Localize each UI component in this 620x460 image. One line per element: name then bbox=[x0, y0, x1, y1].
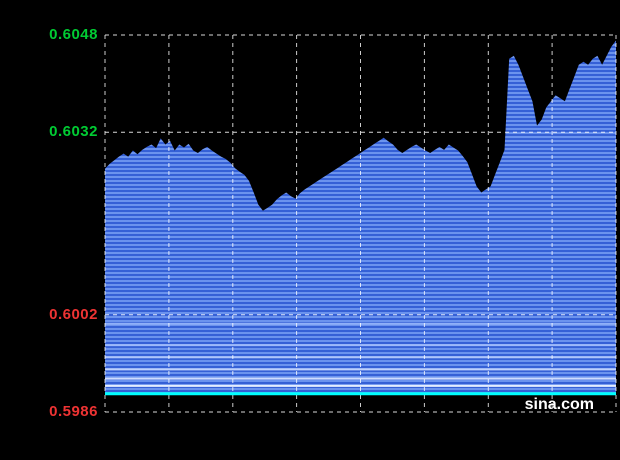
sina-watermark: sina.com bbox=[524, 396, 594, 413]
y-axis-label: 0.6002 bbox=[49, 305, 98, 323]
y-axis-label: 0.5986 bbox=[49, 403, 98, 420]
y-axis-label: 0.6032 bbox=[49, 123, 98, 141]
y-axis-label: 0.6048 bbox=[49, 26, 98, 43]
